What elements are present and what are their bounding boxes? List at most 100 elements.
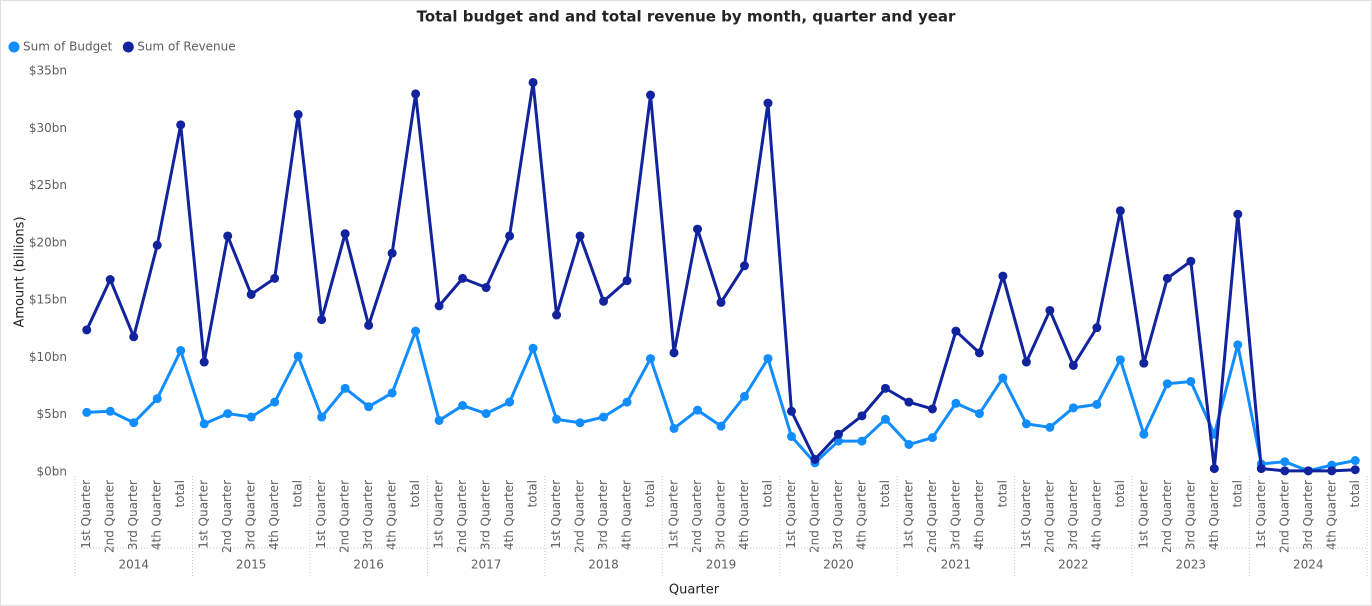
- x-tick-label: 1st Quarter: [432, 480, 446, 549]
- x-tick-label: 2nd Quarter: [690, 480, 704, 553]
- x-tick-label: 3rd Quarter: [596, 480, 610, 550]
- data-point: [317, 412, 327, 422]
- data-point: [693, 405, 703, 415]
- x-tick-label: 3rd Quarter: [714, 480, 728, 550]
- y-tick-label: $30bn: [29, 121, 67, 135]
- data-point: [786, 406, 796, 416]
- x-tick-label: 4th Quarter: [972, 480, 986, 550]
- data-point: [1021, 357, 1031, 367]
- x-tick-label: 1st Quarter: [1254, 480, 1268, 549]
- data-point: [904, 397, 914, 407]
- data-point: [1280, 457, 1290, 467]
- x-tick-label: 3rd Quarter: [126, 480, 140, 550]
- data-point: [1068, 403, 1078, 413]
- data-point: [951, 398, 961, 408]
- data-point: [1186, 376, 1196, 386]
- legend-marker: [8, 41, 20, 53]
- data-point: [387, 388, 397, 398]
- data-point: [669, 423, 679, 433]
- x-tick-label: 4th Quarter: [385, 480, 399, 550]
- data-point: [622, 276, 632, 286]
- data-point: [833, 429, 843, 439]
- x-tick-label: 4th Quarter: [150, 480, 164, 550]
- data-point: [974, 409, 984, 419]
- x-group-label: 2017: [471, 558, 502, 572]
- data-point: [152, 240, 162, 250]
- data-point: [810, 454, 820, 464]
- data-point: [270, 273, 280, 283]
- x-tick-label: total: [526, 480, 540, 507]
- x-tick-label: 3rd Quarter: [361, 480, 375, 550]
- x-tick-label: 3rd Quarter: [479, 480, 493, 550]
- x-group-label: 2024: [1293, 558, 1324, 572]
- x-tick-label: total: [1230, 480, 1244, 507]
- data-point: [434, 301, 444, 311]
- x-tick-label: 4th Quarter: [1207, 480, 1221, 550]
- data-point: [599, 296, 609, 306]
- y-tick-label: $0bn: [37, 465, 68, 479]
- data-point: [481, 409, 491, 419]
- data-point: [1139, 429, 1149, 439]
- data-point: [246, 289, 256, 299]
- legend-label: Sum of Budget: [23, 40, 113, 54]
- x-tick-label: 3rd Quarter: [244, 480, 258, 550]
- data-point: [693, 224, 703, 234]
- x-tick-label: 1st Quarter: [197, 480, 211, 549]
- data-point: [1303, 466, 1313, 476]
- data-point: [1256, 464, 1266, 474]
- data-point: [223, 231, 233, 241]
- x-tick-label: total: [1113, 480, 1127, 507]
- data-point: [622, 397, 632, 407]
- data-point: [763, 354, 773, 364]
- data-point: [411, 89, 421, 99]
- x-tick-label: 3rd Quarter: [831, 480, 845, 550]
- data-point: [575, 231, 585, 241]
- x-tick-label: 3rd Quarter: [1183, 480, 1197, 550]
- data-point: [1092, 399, 1102, 409]
- data-point: [904, 440, 914, 450]
- data-point: [176, 120, 186, 130]
- x-axis-title: Quarter: [669, 583, 720, 598]
- data-point: [129, 332, 139, 342]
- data-point: [505, 231, 515, 241]
- data-point: [458, 273, 468, 283]
- data-point: [880, 383, 890, 393]
- data-point: [974, 348, 984, 358]
- x-tick-label: 1st Quarter: [784, 480, 798, 549]
- x-tick-label: 1st Quarter: [549, 480, 563, 549]
- data-point: [505, 397, 515, 407]
- data-point: [293, 351, 303, 361]
- x-tick-label: 2nd Quarter: [455, 480, 469, 553]
- data-point: [739, 261, 749, 271]
- data-point: [364, 402, 374, 412]
- y-tick-label: $20bn: [29, 235, 67, 249]
- data-point: [552, 310, 562, 320]
- x-tick-label: 4th Quarter: [1089, 480, 1103, 550]
- data-point: [340, 229, 350, 239]
- y-tick-label: $35bn: [29, 64, 67, 78]
- x-tick-label: 4th Quarter: [267, 480, 281, 550]
- x-group-label: 2019: [706, 558, 737, 572]
- data-point: [857, 436, 867, 446]
- data-point: [1021, 419, 1031, 429]
- data-point: [1209, 464, 1219, 474]
- x-tick-label: 3rd Quarter: [1066, 480, 1080, 550]
- x-tick-label: total: [173, 480, 187, 507]
- data-point: [528, 343, 538, 353]
- x-tick-label: 3rd Quarter: [948, 480, 962, 550]
- data-point: [1139, 358, 1149, 368]
- x-tick-label: total: [408, 480, 422, 507]
- x-tick-label: total: [995, 480, 1009, 507]
- data-point: [528, 77, 538, 87]
- data-point: [716, 421, 726, 431]
- data-point: [1115, 206, 1125, 216]
- x-tick-label: total: [643, 480, 657, 507]
- data-point: [1162, 379, 1172, 389]
- x-tick-label: 2nd Quarter: [573, 480, 587, 553]
- x-tick-label: total: [1348, 480, 1362, 507]
- data-point: [82, 325, 92, 335]
- x-tick-label: 2nd Quarter: [103, 480, 117, 553]
- data-point: [293, 110, 303, 120]
- data-point: [246, 412, 256, 422]
- x-tick-label: total: [291, 480, 305, 507]
